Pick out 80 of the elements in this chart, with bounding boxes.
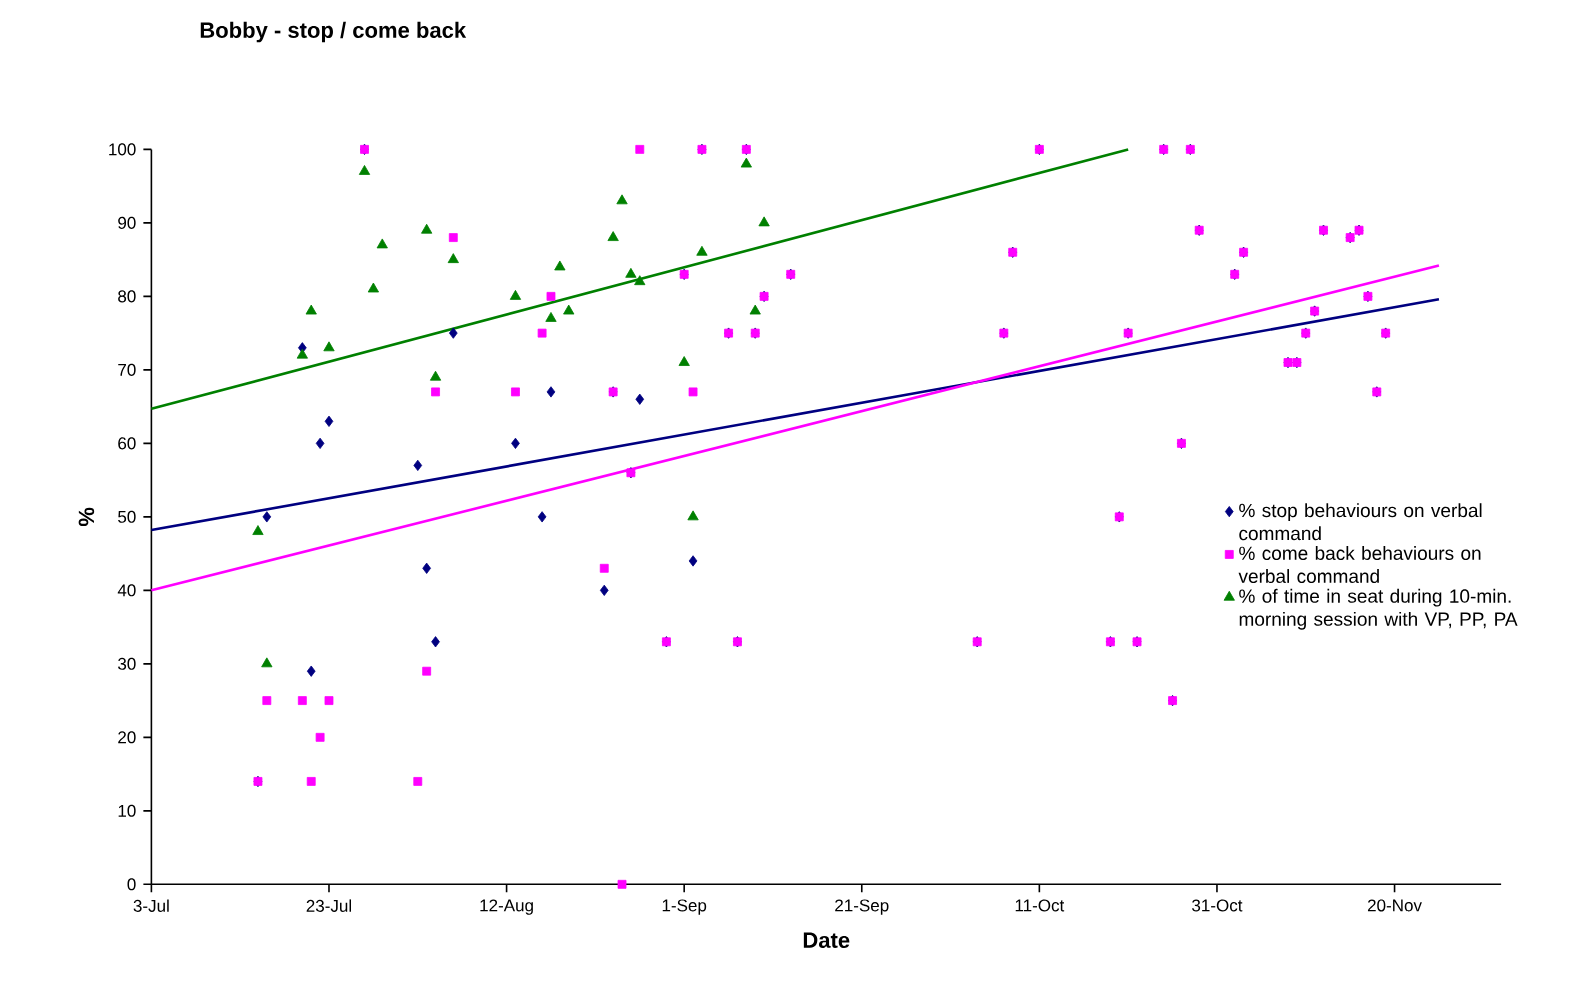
point (422, 666, 432, 676)
point (749, 304, 761, 315)
point (447, 253, 459, 263)
point (306, 665, 316, 677)
point (413, 459, 423, 471)
point (740, 157, 752, 168)
point (625, 267, 637, 278)
point (546, 291, 556, 301)
point (687, 510, 699, 521)
x-tick-label: 3-Jul (133, 899, 169, 912)
x-tick-label: 23-Jul (306, 899, 352, 912)
point (554, 260, 566, 271)
point (306, 776, 316, 786)
point (599, 584, 609, 596)
point (635, 144, 645, 154)
point (422, 562, 431, 574)
point (537, 328, 547, 338)
point (616, 194, 628, 205)
point (323, 341, 335, 352)
point (315, 732, 325, 742)
point (315, 437, 325, 449)
point (413, 776, 423, 786)
x-tick-label: 1-Sep (662, 899, 707, 915)
point (511, 387, 520, 397)
point (449, 327, 458, 339)
point (431, 387, 440, 397)
point (261, 657, 273, 668)
y-tick-label: 10 (118, 804, 136, 817)
x-tick-label: 12-Aug (480, 899, 533, 915)
point (252, 525, 264, 535)
point (617, 879, 627, 889)
point (537, 511, 547, 523)
y-tick-label: 80 (118, 290, 136, 303)
point (758, 216, 770, 227)
point (297, 696, 307, 705)
y-tick-label: 30 (118, 657, 136, 670)
point (305, 304, 317, 315)
point (599, 563, 609, 573)
y-tick-label: 90 (118, 216, 136, 229)
y-tick-label: 40 (117, 584, 136, 597)
point (367, 282, 379, 293)
point (634, 275, 646, 285)
point (358, 164, 371, 175)
point (448, 233, 458, 242)
y-tick-label: 60 (118, 437, 136, 450)
y-tick-label: 50 (118, 510, 136, 523)
point (688, 387, 698, 397)
point (511, 437, 520, 449)
legend-label: % stop behaviours on verbal command (1239, 503, 1482, 541)
point (262, 511, 272, 523)
point (678, 355, 690, 366)
point (696, 245, 708, 256)
legend-label: % of time in seat during 10-min. morning session with VP, PP, PA (1239, 588, 1518, 630)
point (546, 386, 556, 398)
point (563, 304, 575, 315)
x-tick-label: 21-Sep (835, 899, 889, 915)
y-tick-label: 0 (127, 878, 136, 891)
legend-label: % come back behaviours on verbal command (1238, 545, 1481, 583)
point (429, 370, 442, 381)
point (324, 696, 334, 705)
point (262, 696, 272, 705)
point (431, 636, 440, 648)
x-tick-label: 31-Oct (1192, 899, 1243, 912)
point (688, 555, 698, 567)
chart-title: Bobby - stop / come back (200, 21, 467, 43)
y-tick-label: 100 (109, 143, 136, 156)
point (421, 223, 433, 234)
x-axis-title: Date (803, 932, 850, 948)
point (509, 289, 522, 300)
x-tick-label: 20-Nov (1367, 899, 1422, 912)
point (635, 393, 645, 405)
x-tick-label: 11-Oct (1015, 899, 1065, 912)
point (607, 231, 619, 241)
point (296, 348, 308, 359)
point (545, 311, 557, 322)
point (324, 415, 334, 427)
y-tick-label: 70 (118, 363, 136, 376)
point (376, 238, 388, 249)
y-tick-label: 20 (118, 731, 136, 744)
y-axis-title: % (78, 507, 95, 526)
